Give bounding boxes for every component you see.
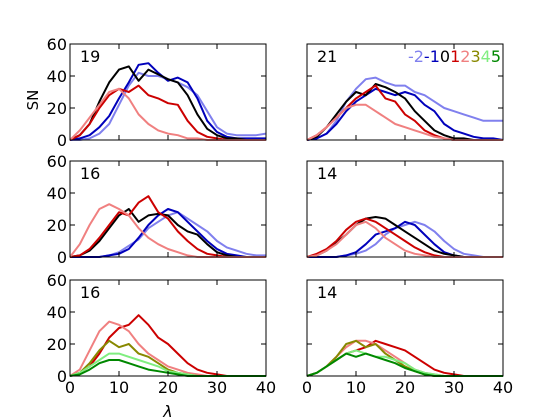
series-line-3: [306, 339, 503, 377]
y-tick-label: 20: [47, 99, 67, 118]
panel-annotation: 16: [80, 164, 100, 183]
y-tick-label: 40: [47, 303, 67, 322]
x-tick-label: 20: [158, 378, 178, 397]
x-tick-label: 40: [493, 378, 513, 397]
y-tick-label: 40: [47, 67, 67, 86]
series-line-0: [69, 65, 266, 141]
series-line-1: [306, 339, 503, 377]
y-tick-label: 0: [57, 248, 67, 267]
series-line-2: [69, 320, 266, 377]
y-tick-label: 0: [57, 131, 67, 150]
series-line--1: [70, 208, 266, 258]
x-tick-label: 10: [109, 378, 129, 397]
legend-entry--1: -1: [424, 47, 440, 66]
panel-annotation: 14: [317, 164, 337, 183]
series-line--2: [307, 220, 503, 258]
panel-annotation: 14: [317, 283, 337, 302]
x-tick-label: 30: [444, 378, 464, 397]
legend-entry-2: 2: [460, 47, 470, 66]
y-tick-label: 0: [57, 367, 67, 386]
series-line-1: [69, 84, 266, 141]
series-line--1: [306, 87, 504, 141]
series-line--1: [307, 220, 503, 258]
panel-2: 21: [306, 43, 504, 141]
y-tick-label: 40: [47, 184, 67, 203]
x-tick-label: 0: [302, 378, 312, 397]
series-line--2: [306, 76, 503, 141]
panel-5: 0 20 40 60 0 10 20 30 40 16: [47, 271, 277, 397]
series-line-2: [306, 220, 503, 258]
legend: -2-1012345: [408, 47, 501, 66]
panel-6: 0 10 20 30 40 14: [302, 279, 513, 397]
legend-entry--2: -2: [408, 47, 424, 66]
legend-entry-1: 1: [450, 47, 460, 66]
y-tick-label: 20: [47, 216, 67, 235]
panel-annotation: 21: [317, 47, 337, 66]
panel-annotation: 19: [80, 47, 100, 66]
panel-3: 0 20 40 60 16: [47, 152, 267, 267]
panel-1: 0 20 40 60 19: [47, 35, 267, 150]
x-axis-label: λ: [162, 402, 172, 420]
y-tick-label: 60: [47, 152, 67, 171]
y-tick-label: 60: [47, 35, 67, 54]
panel-annotation: 16: [80, 283, 100, 302]
x-tick-label: 40: [256, 378, 276, 397]
series-line-1: [69, 195, 266, 258]
x-tick-label: 30: [207, 378, 227, 397]
x-tick-label: 10: [346, 378, 366, 397]
series-line-2: [306, 339, 503, 377]
y-tick-label: 60: [47, 271, 67, 290]
legend-entry-0: 0: [440, 47, 450, 66]
x-tick-label: 20: [395, 378, 415, 397]
x-tick-label: 0: [65, 378, 75, 397]
y-axis-label: SN: [24, 90, 42, 111]
series-line-2: [69, 203, 266, 258]
y-tick-label: 20: [47, 335, 67, 354]
legend-entry-3: 3: [470, 47, 480, 66]
legend-entry-5: 5: [491, 47, 501, 66]
panel-4: 14: [306, 160, 504, 258]
legend-entry-4: 4: [481, 47, 491, 66]
